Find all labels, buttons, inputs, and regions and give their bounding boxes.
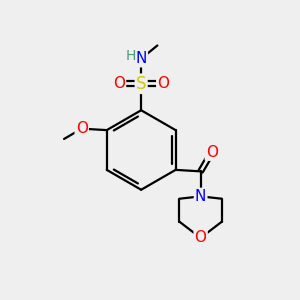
- Text: O: O: [195, 230, 207, 245]
- Text: H: H: [126, 50, 136, 63]
- Text: O: O: [157, 76, 169, 91]
- Text: S: S: [136, 75, 146, 93]
- Text: O: O: [206, 145, 218, 160]
- Text: N: N: [195, 189, 206, 204]
- Text: O: O: [113, 76, 125, 91]
- Text: O: O: [76, 121, 88, 136]
- Text: N: N: [136, 51, 147, 66]
